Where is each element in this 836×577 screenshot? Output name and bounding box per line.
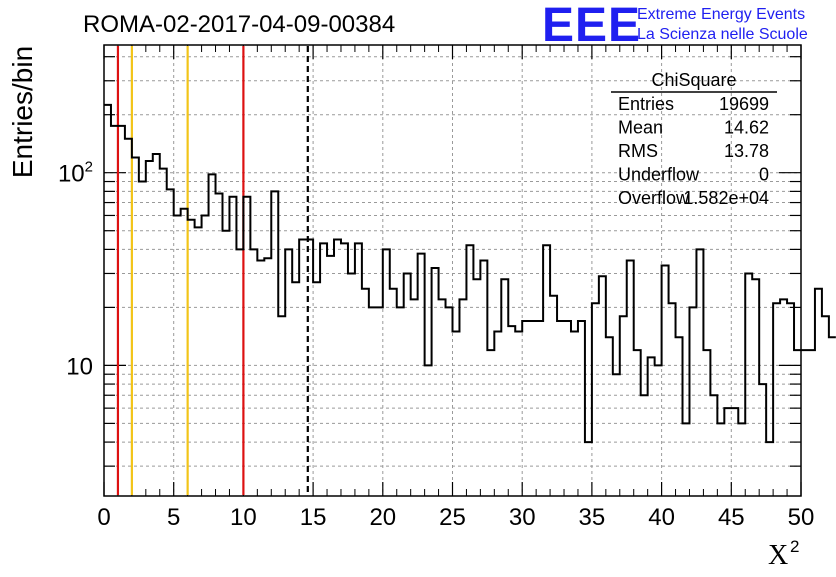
stats-row-label: RMS	[618, 141, 658, 161]
y-tick-label: 10	[66, 353, 93, 380]
x-tick-label: 5	[167, 504, 180, 531]
stats-rows: Entries 19699 Mean 14.62 RMS 13.78 Underflow 0 O…	[618, 94, 769, 208]
x-axis-label-exponent: 2	[790, 537, 799, 556]
x-tick-label: 45	[718, 504, 745, 531]
x-tick-label: 20	[369, 504, 396, 531]
tick-layer	[103, 45, 802, 496]
stats-row-value: 13.78	[724, 141, 769, 161]
stats-box: ChiSquare Entries 19699 Mean 14.62 RMS 13.78 U…	[611, 70, 777, 208]
x-tick-label: 50	[788, 504, 815, 531]
stats-row-label: Mean	[618, 118, 663, 138]
stats-row-value: 0	[759, 165, 769, 185]
x-axis-label: X 2	[768, 537, 799, 571]
x-tick-label: 30	[509, 504, 536, 531]
stats-row-value: 1.582e+04	[683, 188, 769, 208]
stats-title: ChiSquare	[651, 70, 736, 90]
stats-row-label: Entries	[618, 94, 674, 114]
x-axis-label-base: X	[768, 540, 788, 571]
x-tick-label: 0	[97, 504, 110, 531]
stats-row-label: Underflow	[618, 165, 700, 185]
y-axis-label: Entries/bin	[7, 46, 38, 178]
chart-title: ROMA-02-2017-04-09-00384	[83, 11, 395, 38]
stats-row-label: Overflow	[618, 188, 690, 208]
grid-layer	[104, 45, 801, 496]
x-tick-labels: 0 5 10 15 20 25 30 35 40 45 50	[97, 504, 814, 531]
x-tick-label: 25	[439, 504, 466, 531]
vline-layer	[116, 46, 309, 495]
y-tick-labels: 10 102	[58, 159, 93, 381]
x-tick-label: 15	[300, 504, 327, 531]
x-tick-label: 10	[230, 504, 257, 531]
plot-frame	[103, 44, 802, 497]
stats-row-value: 19699	[719, 94, 769, 114]
stats-row-value: 14.62	[724, 118, 769, 138]
x-tick-label: 35	[579, 504, 606, 531]
histogram-outline	[104, 103, 836, 444]
eee-logo-line2: La Scienza nelle Scuole	[637, 26, 808, 43]
x-tick-label: 40	[648, 504, 675, 531]
y-tick-label: 102	[58, 159, 93, 188]
eee-logo: EEE Extreme Energy Events La Scienza nel…	[542, 0, 808, 52]
eee-logo-mark: EEE	[542, 0, 641, 52]
eee-logo-line1: Extreme Energy Events	[637, 6, 805, 23]
